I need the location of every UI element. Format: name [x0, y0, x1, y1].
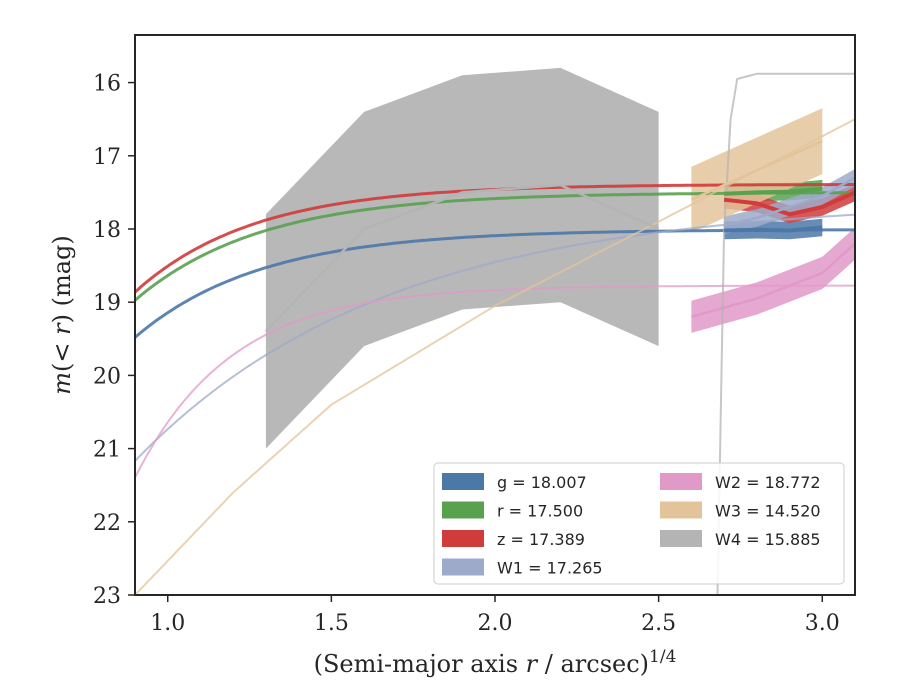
y-tick-label: 23 [93, 584, 121, 609]
legend-label: W4 = 15.885 [715, 530, 821, 549]
y-tick-label: 17 [93, 145, 121, 170]
observed-w2-18-772 [691, 242, 855, 319]
x-axis-label: (Semi-major axis r / arcsec)1/4 [314, 647, 677, 678]
observed-z-17-389 [723, 190, 855, 217]
y-axis-label: m(< r) (mag) [48, 235, 76, 395]
legend: g = 18.007 r = 17.500 z = 17.389 W1 = 17.26… [433, 462, 845, 585]
legend-label: z = 17.389 [497, 530, 585, 549]
observed-w3-14-520 [690, 139, 823, 201]
legend-swatch [442, 501, 484, 519]
y-tick-label: 16 [93, 72, 121, 97]
x-tick-label: 1.5 [314, 611, 349, 636]
x-tick-label: 2.0 [478, 611, 513, 636]
legend-label: W1 = 17.265 [497, 559, 603, 578]
observed-g-18-007 [724, 225, 823, 233]
band-w2-18-772 [691, 227, 855, 333]
legend-swatch [442, 558, 484, 576]
y-tick-label: 22 [93, 511, 121, 536]
y-tick-label: 20 [93, 364, 121, 389]
observed-w4-15-885 [264, 183, 660, 333]
legend-swatch [660, 530, 702, 547]
legend-label: r = 17.500 [497, 502, 583, 521]
observed-r-17-500 [724, 186, 823, 196]
y-tick-label: 21 [93, 438, 121, 463]
x-axis: 1.0 1.5 2.0 2.5 3.0 [150, 595, 840, 636]
y-axis: 16 17 18 19 20 21 22 23 [93, 72, 135, 609]
band-z-17-389 [724, 183, 855, 224]
x-tick-label: 3.0 [805, 611, 840, 636]
observed-w1-17-265 [723, 176, 855, 227]
observed-profiles [264, 139, 855, 333]
legend-swatch [660, 473, 702, 490]
x-tick-label: 2.5 [641, 611, 676, 636]
y-tick-label: 18 [93, 218, 121, 243]
model-w2-18-772 [135, 284, 855, 479]
legend-swatch [442, 530, 484, 547]
legend-box [433, 462, 845, 585]
legend-swatch [442, 473, 484, 490]
legend-swatch [660, 501, 702, 519]
legend-label: g = 18.007 [497, 473, 587, 492]
legend-label: W2 = 18.772 [715, 473, 821, 492]
legend-label: W3 = 14.520 [715, 502, 821, 521]
model-w4-15-885 [135, 72, 855, 595]
band-w4-15-885 [265, 67, 659, 449]
x-tick-label: 1.0 [150, 611, 185, 636]
model-w3-14-520 [135, 118, 855, 595]
y-tick-label: 19 [93, 291, 121, 316]
